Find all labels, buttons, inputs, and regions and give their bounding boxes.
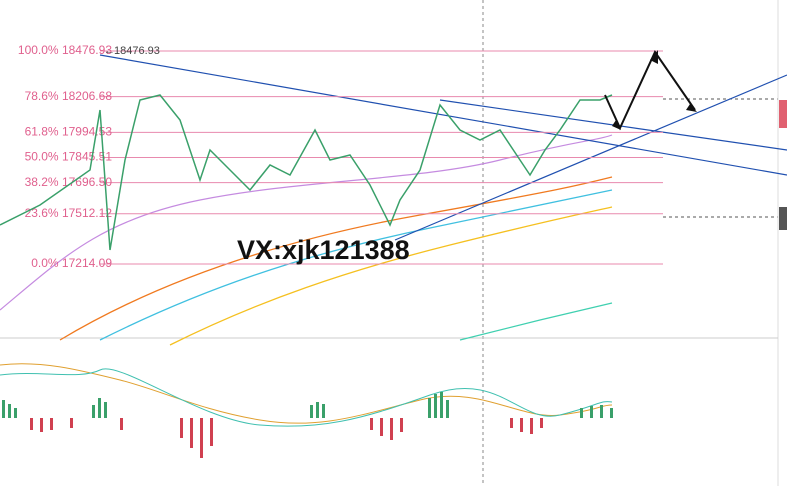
high-marker: 18476.93 [114,45,160,57]
macd-hist [2,392,613,418]
arrow-head [686,104,697,112]
forecast-arrow [604,49,696,131]
macd-signal [0,368,613,427]
watermark: VX:xjk121388 [237,235,410,265]
price-tag [779,207,787,230]
fib-label: 0.0% 17214.09 [31,256,112,270]
macd-line [0,363,613,424]
arrow-head [650,50,658,64]
ma-line [459,302,613,341]
fib-label: 38.2% 17696.50 [25,175,113,189]
high-arrow: ← [104,45,115,57]
fib-label: 61.8% 17994.53 [25,125,113,139]
price-tag [779,100,787,128]
arrow-head [612,120,621,130]
trend-line [99,54,787,176]
ma-line [99,189,613,341]
fib-group: 100.0% 18476.93 78.6% 18206.68 61.8% 17994… [18,43,663,270]
ma-line [0,134,613,311]
macd-hist [30,418,543,458]
fib-label: 50.0% 17845.51 [25,150,113,164]
ma-line [169,206,613,346]
price-path [0,94,613,251]
fib-label: 100.0% 18476.93 [18,43,112,57]
fib-label: 78.6% 18206.68 [25,89,113,103]
fib-label: 23.6% 17512.12 [25,206,113,220]
ma-line [59,176,613,341]
